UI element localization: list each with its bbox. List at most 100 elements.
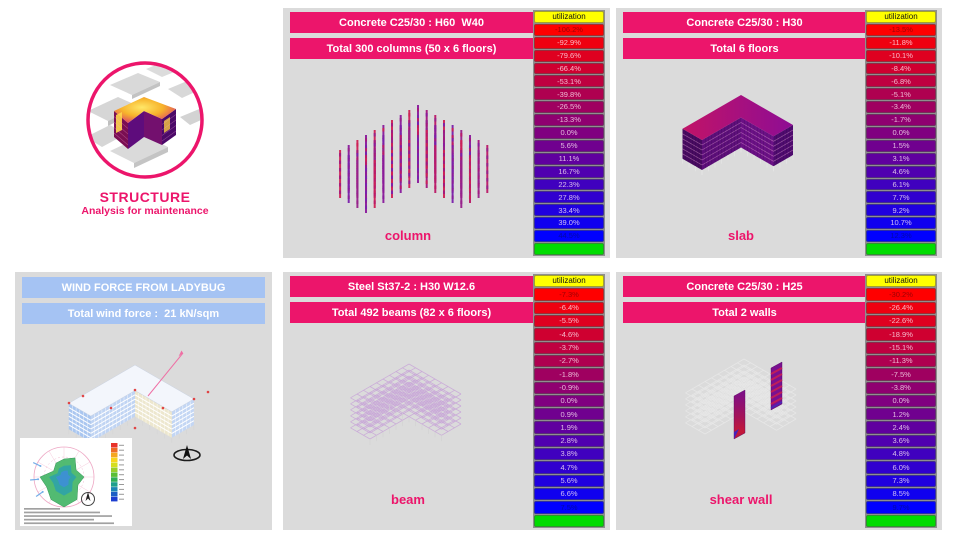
legend-row: -26.4% [866,301,936,314]
beam-count-header: Total 492 beams (82 x 6 floors) [290,302,533,323]
legend-row: 5.6% [534,474,604,487]
legend-title: utilization [534,275,604,288]
legend-row: -10.1% [866,49,936,62]
legend-row: 16.7% [534,165,604,178]
legend-row: -30.2% [866,288,936,301]
panel-shear-wall: Concrete C25/30 : H25 Total 2 walls shea… [616,272,942,530]
legend-row: -1.7% [866,114,936,127]
legend-row: 7.5% [534,501,604,514]
column-label: column [384,228,432,243]
legend-row: -5.5% [534,314,604,328]
legend-title: utilization [534,11,604,23]
legend-row: 7.3% [866,474,936,487]
legend-row: 4.8% [866,448,936,461]
legend-row: -0.9% [534,381,604,394]
legend-row: 22.3% [534,178,604,191]
legend-row: -4.6% [534,328,604,341]
legend-row: 27.8% [534,191,604,204]
slab-utilization-legend: utilization -13.5% -11.8% -10.1% -8.4% -6.8% -… [865,10,937,256]
beam-label: beam [391,492,425,507]
legend-row: 44.5% [534,230,604,243]
legend-row: -66.4% [534,62,604,75]
slab-count-header: Total 6 floors [623,38,866,59]
legend-row: -3.4% [866,101,936,114]
legend-row: -13.5% [866,23,936,36]
legend-row: 2.8% [534,434,604,448]
legend-row: 8.5% [866,488,936,501]
legend-row: -7.5% [866,368,936,381]
wind-source-header: WIND FORCE FROM LADYBUG [22,277,265,298]
legend-row: 4.6% [866,165,936,178]
column-material-header: Concrete C25/30 : H60 W40 [290,12,533,33]
legend-row: -6.4% [534,301,604,314]
legend-row: 0.0% [866,127,936,139]
wind-rose-plot [24,443,124,525]
panel-column: Concrete C25/30 : H60 W40 Total 300 colu… [283,8,610,258]
legend-row: -2.7% [534,354,604,368]
legend-row: 1.9% [534,421,604,434]
legend-row: 3.6% [866,434,936,448]
legend-row: -11.3% [866,354,936,368]
legend-row: -39.8% [534,88,604,101]
slab-material-header: Concrete C25/30 : H30 [623,12,866,33]
legend-row: -53.1% [534,75,604,88]
legend-footer [866,243,936,255]
structure-logo-icon [86,61,204,179]
logo-title: STRUCTURE [99,189,191,205]
beam-3d-view [350,363,462,445]
legend-row: 0.9% [534,408,604,421]
legend-row: 9.7% [866,501,936,514]
structure-logo-block: STRUCTURE Analysis for maintenance [45,55,245,217]
legend-row: 0.0% [534,127,604,139]
panel-wind: WIND FORCE FROM LADYBUG Total wind force… [15,272,272,530]
wall-material-header: Concrete C25/30 : H25 [623,276,866,297]
panel-beam: Steel St37-2 : H30 W12.6 Total 492 beams… [283,272,610,530]
legend-row: -3.8% [866,381,936,394]
legend-row: -11.8% [866,36,936,49]
logo-subtitle: Analysis for maintenance [81,205,209,217]
legend-row: -7.3% [534,288,604,301]
legend-footer [534,514,604,527]
slab-label: slab [727,228,754,243]
legend-row: -106.2% [534,23,604,36]
legend-row: 3.8% [534,448,604,461]
beam-material-header: Steel St37-2 : H30 W12.6 [290,276,533,297]
compass-icon [173,445,201,462]
legend-row: -13.3% [534,114,604,127]
legend-row: -79.6% [534,49,604,62]
legend-row: -22.6% [866,314,936,328]
legend-row: 9.2% [866,204,936,217]
slab-3d-view [682,95,794,175]
legend-footer [866,514,936,527]
legend-row: 4.7% [534,461,604,474]
column-3d-view [339,105,489,213]
legend-row: -92.9% [534,36,604,49]
legend-row: 33.4% [534,204,604,217]
legend-row: 12.3% [866,230,936,243]
panel-slab: Concrete C25/30 : H30 Total 6 floors sla… [616,8,942,258]
legend-row: -6.8% [866,75,936,88]
legend-row: 7.7% [866,191,936,204]
column-utilization-legend: utilization -106.2% -92.9% -79.6% -66.4% -53.… [533,10,605,256]
legend-row: -5.1% [866,88,936,101]
legend-row: 11.1% [534,152,604,165]
wall-count-header: Total 2 walls [623,302,866,323]
shear-wall-3d-view [685,358,797,440]
wind-load-3d-view [67,350,210,447]
legend-row: 0.0% [534,394,604,408]
legend-row: 1.5% [866,139,936,152]
legend-footer [534,243,604,255]
beam-utilization-legend: utilization -7.3% -6.4% -5.5% -4.6% -3.7% -2.7… [533,274,605,528]
legend-row: 6.6% [534,488,604,501]
legend-row: -3.7% [534,341,604,354]
legend-row: 6.0% [866,461,936,474]
shear-wall-label: shear wall [709,492,773,507]
legend-row: 6.1% [866,178,936,191]
legend-row: 10.7% [866,217,936,230]
legend-row: 2.4% [866,421,936,434]
legend-row: -1.8% [534,368,604,381]
legend-row: -18.9% [866,328,936,341]
legend-title: utilization [866,11,936,23]
legend-row: 5.6% [534,139,604,152]
legend-row: -8.4% [866,62,936,75]
